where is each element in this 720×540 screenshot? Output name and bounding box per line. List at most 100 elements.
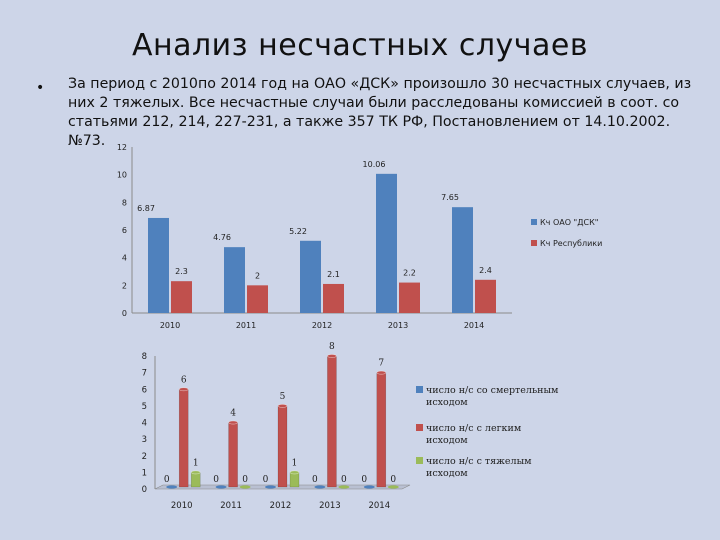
cylinder-top <box>376 370 387 375</box>
x-tick-label: 2011 <box>220 501 242 511</box>
data-label: 0 <box>341 475 347 485</box>
bar-dsk <box>376 173 397 313</box>
cylinder-body <box>228 422 238 488</box>
x-tick-label: 2014 <box>368 501 390 511</box>
cylinder-base <box>215 485 227 489</box>
data-label: 4.76 <box>213 233 231 242</box>
data-label: 1 <box>193 458 199 468</box>
data-label: 7 <box>378 359 384 369</box>
bar-dsk <box>224 247 245 313</box>
bullet-marker: • <box>36 80 45 96</box>
cylinder-top <box>277 403 288 408</box>
cylinder-top <box>327 354 337 358</box>
bar-dsk <box>452 207 473 313</box>
data-label: 0 <box>242 475 248 485</box>
legend-swatch <box>416 457 423 464</box>
y-tick-label: 2 <box>142 452 147 462</box>
data-label: 8 <box>329 342 335 352</box>
y-tick-label: 6 <box>142 385 147 395</box>
data-label: 2.2 <box>403 269 416 278</box>
data-label: 0 <box>390 475 396 485</box>
cylinder-light <box>376 370 387 488</box>
data-label: 10.06 <box>363 160 386 169</box>
y-tick-label: 2 <box>122 281 127 290</box>
x-tick-label: 2012 <box>270 501 292 511</box>
cylinder-base <box>338 485 350 489</box>
data-label: 2.4 <box>479 266 492 275</box>
legend-swatch <box>531 219 537 225</box>
bar-republic <box>399 282 420 313</box>
data-label: 0 <box>312 475 318 485</box>
legend-label-line: исходом <box>426 435 468 446</box>
data-label: 0 <box>213 475 219 485</box>
y-tick-label: 12 <box>117 143 127 152</box>
cylinder-fatal <box>314 485 326 489</box>
y-tick-label: 3 <box>142 435 147 445</box>
legend-label-line: число н/с с легким <box>426 423 522 434</box>
y-tick-label: 0 <box>122 309 127 318</box>
cylinder-severe <box>338 485 350 489</box>
legend-label: число н/с с легким исходом <box>426 423 522 446</box>
cylinder-light <box>277 403 288 488</box>
cylinder-light <box>178 387 189 488</box>
y-tick-label: 8 <box>142 352 147 362</box>
data-label: 5.22 <box>289 227 307 236</box>
cylinder-base <box>314 485 326 489</box>
cylinder-base <box>363 485 375 489</box>
legend-label: число н/с с тяжелым исходом <box>426 456 532 479</box>
cylinder-body <box>376 372 387 488</box>
y-tick-label: 4 <box>142 419 147 429</box>
bar-dsk <box>148 217 169 313</box>
cylinder-body <box>277 405 288 488</box>
data-label: 1 <box>292 458 298 468</box>
data-label: 5 <box>280 392 286 402</box>
cylinder-severe <box>387 485 399 489</box>
data-label: 4 <box>230 409 236 419</box>
data-label: 2.3 <box>175 267 188 276</box>
data-label: 6.87 <box>137 204 155 213</box>
slide-title: Анализ несчастных случаев <box>131 28 589 63</box>
cylinder-severe <box>289 470 300 488</box>
x-tick-label: 2011 <box>236 321 256 330</box>
y-tick-label: 7 <box>142 369 147 379</box>
legend-swatch <box>416 386 423 393</box>
bar-republic <box>171 281 192 313</box>
cylinder-body <box>289 472 300 488</box>
y-tick-label: 5 <box>142 402 147 412</box>
cylinder-body <box>178 389 189 488</box>
bar-republic <box>475 279 496 313</box>
legend-swatch <box>531 240 537 246</box>
bar-republic <box>247 285 268 313</box>
summary-paragraph: За период с 2010по 2014 год на ОАО «ДСК»… <box>68 76 692 149</box>
legend-label-line: число н/с с тяжелым <box>426 456 532 467</box>
legend-label: Кч ОАО "ДСК" <box>540 218 598 227</box>
cylinder-severe <box>190 470 201 488</box>
cylinder-fatal <box>265 485 276 489</box>
legend-label: Кч Республики <box>540 239 602 248</box>
y-tick-label: 8 <box>122 198 127 207</box>
cylinder-fatal <box>215 485 227 489</box>
cylinder-base <box>387 485 399 489</box>
cylinder-fatal <box>363 485 375 489</box>
cylinder-top <box>190 470 201 475</box>
x-tick-label: 2013 <box>319 501 341 511</box>
cylinder-severe <box>239 485 251 489</box>
data-label: 2.1 <box>327 270 340 279</box>
legend-label: число н/с со смертельным исходом <box>426 385 559 408</box>
x-tick-label: 2010 <box>160 321 180 330</box>
data-label: 2 <box>255 271 260 280</box>
data-label: 7.65 <box>441 193 459 202</box>
legend-label-line: число н/с со смертельным <box>426 385 559 396</box>
y-tick-label: 10 <box>117 171 127 180</box>
legend-label-line: исходом <box>426 397 468 408</box>
cylinder-base <box>166 485 178 489</box>
x-tick-label: 2014 <box>464 321 484 330</box>
cylinder-light <box>327 354 337 488</box>
cylinder-base <box>265 485 276 489</box>
cylinder-top <box>289 470 300 475</box>
x-tick-label: 2010 <box>171 501 193 511</box>
y-tick-label: 4 <box>122 254 127 263</box>
cylinder-fatal <box>166 485 178 489</box>
